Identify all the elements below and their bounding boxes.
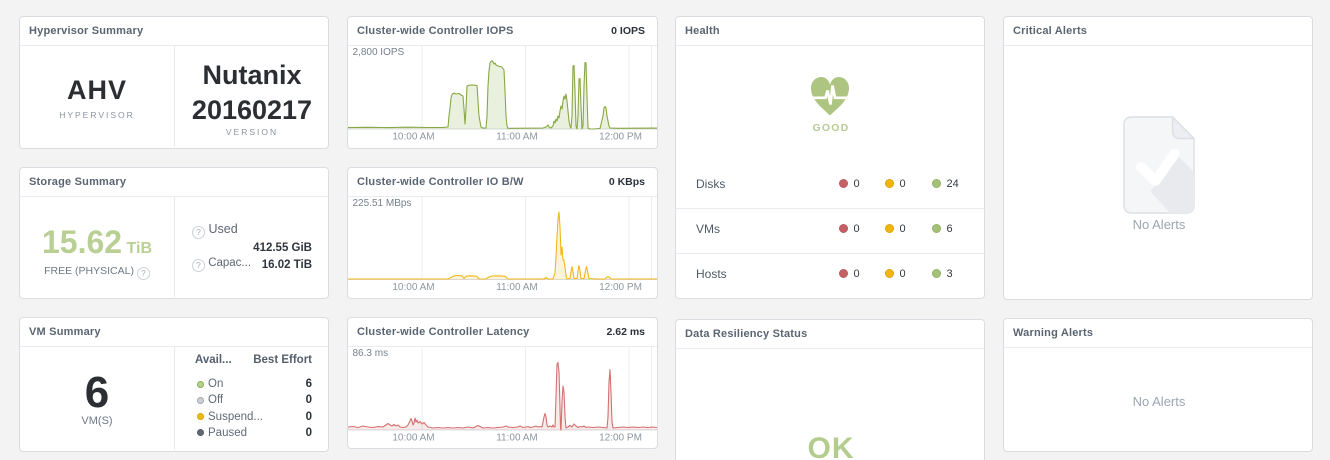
svg-text:10:00 AM: 10:00 AM (392, 282, 434, 293)
svg-text:12:00 PM: 12:00 PM (599, 282, 642, 293)
svg-text:10:00 AM: 10:00 AM (392, 433, 434, 444)
svg-text:11:00 AM: 11:00 AM (496, 433, 538, 444)
svg-text:11:00 AM: 11:00 AM (496, 132, 538, 143)
svg-text:10:00 AM: 10:00 AM (392, 132, 434, 143)
svg-text:225.51 MBps: 225.51 MBps (353, 198, 412, 209)
svg-text:2,800 IOPS: 2,800 IOPS (353, 47, 405, 58)
svg-text:11:00 AM: 11:00 AM (496, 282, 538, 293)
svg-text:12:00 PM: 12:00 PM (599, 132, 642, 143)
svg-text:12:00 PM: 12:00 PM (599, 433, 642, 444)
svg-text:86.3 ms: 86.3 ms (353, 348, 389, 359)
